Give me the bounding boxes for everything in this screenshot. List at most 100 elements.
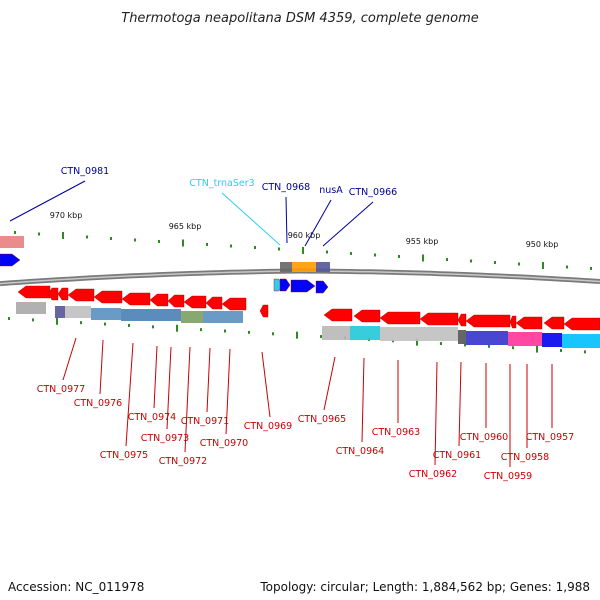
bottom-label-leader xyxy=(361,357,365,443)
tick-mark xyxy=(584,350,586,354)
tick-mark xyxy=(86,235,88,239)
bottom-label-leader xyxy=(323,356,336,411)
forward-gene-arrow xyxy=(183,295,207,309)
feature-bar xyxy=(458,330,466,344)
feature-bar xyxy=(542,333,562,347)
top-label-leader xyxy=(9,180,86,222)
tick-mark xyxy=(200,328,202,332)
feature-bar xyxy=(508,332,542,346)
top-label-leader xyxy=(322,201,374,247)
feature-bar xyxy=(380,327,458,341)
top-gene-label: nusA xyxy=(319,185,343,196)
top-gene-label: CTN_trnaSer3 xyxy=(189,178,254,189)
feature-bar xyxy=(121,309,181,321)
tick-mark xyxy=(272,332,274,336)
tick-mark xyxy=(560,348,562,352)
tick-mark xyxy=(512,346,514,350)
bottom-gene-label: CTN_0971 xyxy=(181,416,229,427)
feature-bars xyxy=(0,236,600,348)
tick-mark xyxy=(440,342,442,346)
feature-bar xyxy=(0,236,24,248)
forward-gene-arrow xyxy=(149,293,169,307)
forward-gene-arrow xyxy=(509,315,517,329)
tick-mark xyxy=(566,265,568,269)
forward-gene-arrow xyxy=(419,312,459,326)
bottom-gene-label: CTN_0959 xyxy=(484,471,532,482)
forward-gene-arrow xyxy=(457,313,467,327)
tick-mark xyxy=(176,324,178,332)
feature-bar xyxy=(292,262,316,272)
forward-gene-arrow xyxy=(57,287,69,301)
feature-bar xyxy=(16,302,46,314)
forward-gene-arrow xyxy=(515,316,543,330)
feature-bar xyxy=(65,306,91,318)
gene-arrows xyxy=(0,253,600,331)
bottom-gene-label: CTN_0958 xyxy=(501,452,549,463)
reverse-gene-arrow xyxy=(315,280,329,294)
feature-bar xyxy=(322,326,350,340)
tick-mark xyxy=(32,318,34,322)
accession-text: Accession: NC_011978 xyxy=(8,580,145,594)
reverse-gene-arrow xyxy=(0,253,21,267)
bottom-gene-label: CTN_0963 xyxy=(372,427,420,438)
forward-gene-arrow xyxy=(121,292,151,306)
tick-mark xyxy=(104,322,106,326)
bottom-gene-label: CTN_0973 xyxy=(141,433,189,444)
tick-mark xyxy=(590,267,592,270)
forward-gene-arrow xyxy=(93,290,123,304)
tick-mark xyxy=(398,255,400,258)
feature-bar xyxy=(181,311,203,323)
tick-mark xyxy=(80,321,82,325)
bottom-gene-label: CTN_0960 xyxy=(460,432,508,443)
tick-mark xyxy=(56,317,58,325)
bottom-gene-label: CTN_0975 xyxy=(100,450,148,461)
tick-mark xyxy=(494,261,496,264)
forward-gene-arrow xyxy=(323,308,353,322)
bottom-gene-label: CTN_0976 xyxy=(74,398,122,409)
tick-mark xyxy=(302,247,304,254)
scale-label: 970 kbp xyxy=(50,211,83,220)
tick-mark xyxy=(446,258,448,261)
reverse-gene-arrow xyxy=(279,278,291,292)
tick-mark xyxy=(518,262,520,266)
forward-gene-arrow xyxy=(465,314,511,328)
tick-mark xyxy=(542,262,544,269)
top-gene-label: CTN_0968 xyxy=(262,182,310,193)
forward-gene-arrow xyxy=(563,317,600,331)
forward-gene-arrow xyxy=(67,288,95,302)
tick-mark xyxy=(488,344,490,348)
bottom-gene-label: CTN_0972 xyxy=(159,456,207,467)
bottom-gene-label: CTN_0961 xyxy=(433,450,481,461)
scale-label: 960 kbp xyxy=(288,231,321,240)
forward-gene-arrow xyxy=(379,311,421,325)
bottom-gene-label: CTN_0957 xyxy=(526,432,574,443)
forward-gene-arrow xyxy=(221,297,247,311)
bottom-label-leader xyxy=(125,342,134,447)
tick-mark xyxy=(536,345,538,353)
top-label-leader xyxy=(285,196,288,244)
feature-bar xyxy=(280,262,292,272)
tick-mark xyxy=(110,237,112,240)
forward-gene-arrow xyxy=(167,294,185,308)
bottom-label-leader xyxy=(62,337,77,381)
feature-bar xyxy=(91,308,121,320)
tick-mark xyxy=(152,325,154,329)
tick-mark xyxy=(230,244,232,248)
gene-labels: CTN_0981 CTN_trnaSer3 CTN_0968 nusA CTN_0966… xyxy=(37,166,574,482)
scale-label: 955 kbp xyxy=(406,237,439,246)
bottom-gene-label: CTN_0969 xyxy=(244,421,292,432)
forward-gene-arrow xyxy=(17,285,51,299)
bottom-label-leader xyxy=(434,361,438,466)
topology-text: Topology: circular; Length: 1,884,562 bp… xyxy=(260,580,590,594)
tick-mark xyxy=(326,250,328,254)
top-label-leader xyxy=(221,192,281,246)
bottom-label-leader xyxy=(99,339,104,395)
tick-mark xyxy=(206,243,208,246)
bottom-label-leader xyxy=(458,361,462,447)
bottom-label-leader xyxy=(153,345,158,409)
tick-mark xyxy=(8,317,10,320)
tick-mark xyxy=(278,247,280,251)
reverse-gene-arrow xyxy=(290,279,316,293)
feature-bar xyxy=(55,306,65,318)
